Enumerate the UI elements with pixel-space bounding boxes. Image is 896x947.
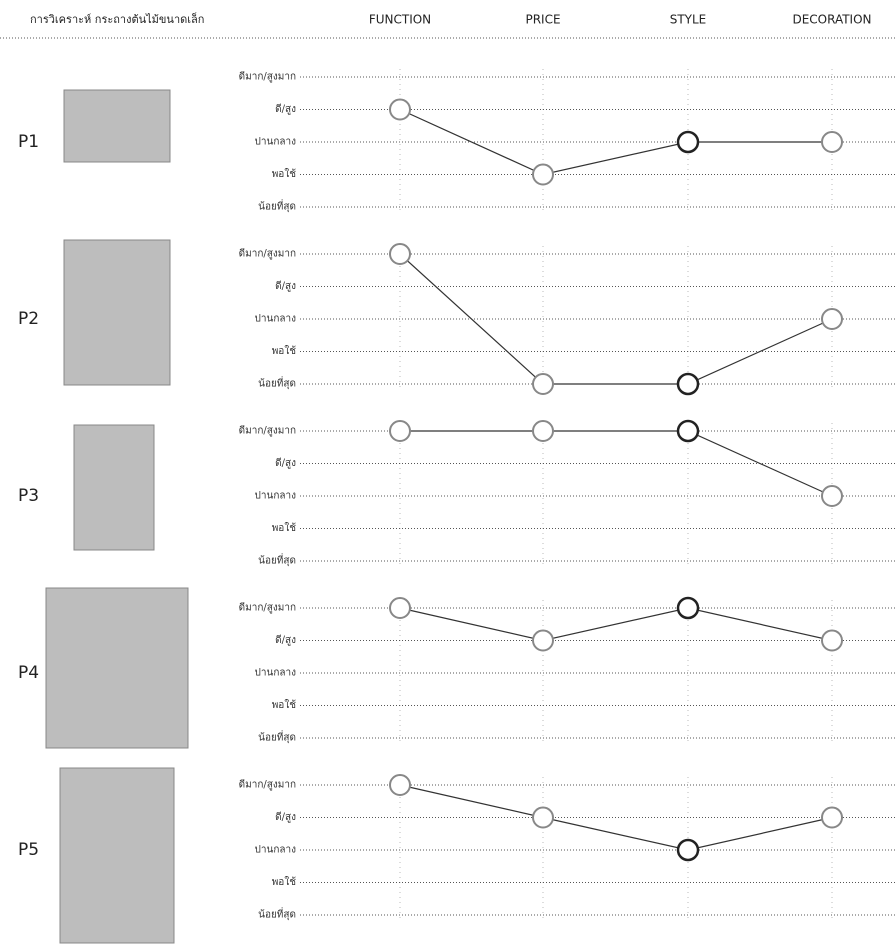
y-tick-label: ปานกลาง bbox=[255, 491, 297, 502]
data-point bbox=[390, 775, 410, 795]
data-point bbox=[533, 165, 553, 185]
product-label: P3 bbox=[18, 486, 39, 506]
column-header: DECORATION bbox=[792, 13, 871, 27]
data-point bbox=[533, 421, 553, 441]
y-tick-label: ดีมาก/สูงมาก bbox=[239, 779, 296, 791]
series-line bbox=[400, 608, 832, 641]
page-title: การวิเคราะห์ กระถางต้นไม้ขนาดเล็ก bbox=[30, 12, 204, 26]
data-point bbox=[822, 631, 842, 651]
y-tick-label: ปานกลาง bbox=[255, 845, 297, 856]
product-label: P1 bbox=[18, 132, 39, 152]
y-tick-label: น้อยที่สุด bbox=[258, 376, 296, 390]
data-point bbox=[390, 598, 410, 618]
data-point bbox=[533, 374, 553, 394]
product-image bbox=[46, 588, 188, 748]
data-point bbox=[533, 631, 553, 651]
data-point bbox=[678, 598, 698, 618]
y-tick-label: พอใช้ bbox=[272, 522, 296, 534]
y-tick-label: ดีมาก/สูงมาก bbox=[239, 425, 296, 437]
y-tick-label: น้อยที่สุด bbox=[258, 553, 296, 567]
y-tick-label: ดี/สูง bbox=[275, 103, 296, 115]
y-tick-label: น้อยที่สุด bbox=[258, 907, 296, 921]
y-tick-label: ดีมาก/สูงมาก bbox=[239, 602, 296, 614]
y-tick-label: พอใช้ bbox=[272, 345, 296, 357]
product-images bbox=[46, 90, 188, 943]
y-tick-label: น้อยที่สุด bbox=[258, 199, 296, 213]
y-tick-label: ดี/สูง bbox=[275, 811, 296, 823]
y-tick-label: ปานกลาง bbox=[255, 137, 297, 148]
y-tick-label: ดี/สูง bbox=[275, 634, 296, 646]
data-point bbox=[678, 421, 698, 441]
y-tick-label: พอใช้ bbox=[272, 168, 296, 180]
data-point bbox=[822, 808, 842, 828]
data-point bbox=[390, 244, 410, 264]
y-tick-label: ดี/สูง bbox=[275, 457, 296, 469]
y-tick-label: ปานกลาง bbox=[255, 668, 297, 679]
data-point bbox=[390, 100, 410, 120]
y-tick-label: ดี/สูง bbox=[275, 280, 296, 292]
y-tick-label: พอใช้ bbox=[272, 876, 296, 888]
product-image bbox=[64, 240, 170, 385]
column-header: PRICE bbox=[525, 13, 560, 27]
data-point bbox=[822, 132, 842, 152]
y-tick-label: น้อยที่สุด bbox=[258, 730, 296, 744]
product-image bbox=[64, 90, 170, 162]
data-point bbox=[678, 840, 698, 860]
product-image bbox=[60, 768, 174, 943]
product-image bbox=[74, 425, 154, 550]
y-tick-label: ดีมาก/สูงมาก bbox=[239, 248, 296, 260]
y-tick-label: ดีมาก/สูงมาก bbox=[239, 71, 296, 83]
product-label: P4 bbox=[18, 663, 39, 683]
y-tick-label: ปานกลาง bbox=[255, 314, 297, 325]
column-header: STYLE bbox=[670, 13, 707, 27]
y-tick-label: พอใช้ bbox=[272, 699, 296, 711]
product-label: P5 bbox=[18, 840, 39, 860]
data-point bbox=[822, 486, 842, 506]
page: การวิเคราะห์ กระถางต้นไม้ขนาดเล็ก FUNCTI… bbox=[0, 0, 896, 947]
data-point bbox=[533, 808, 553, 828]
data-point bbox=[822, 309, 842, 329]
data-point bbox=[678, 132, 698, 152]
column-header: FUNCTION bbox=[369, 13, 431, 27]
product-label: P2 bbox=[18, 309, 39, 329]
data-point bbox=[390, 421, 410, 441]
data-point bbox=[678, 374, 698, 394]
